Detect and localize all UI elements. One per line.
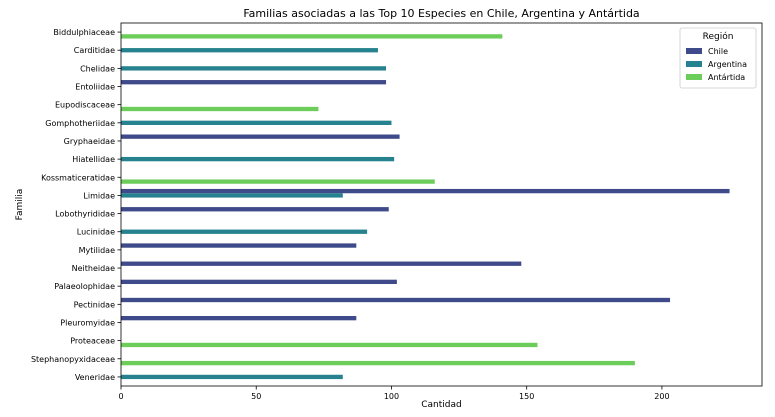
- bar-chile-pleuromyidae: [121, 315, 357, 321]
- y-tick-label: Veneridae: [75, 373, 115, 382]
- bar-antártida-proteaceae: [121, 342, 538, 348]
- y-tick-label: Pectinidae: [74, 300, 115, 309]
- y-tick-label: Eupodiscaceae: [55, 101, 115, 110]
- legend-label-antártida: Antártida: [708, 73, 745, 82]
- y-axis-label: Familia: [15, 189, 25, 221]
- bar-argentina-veneridae: [121, 374, 343, 380]
- bar-argentina-carditidae: [121, 48, 378, 53]
- y-axis: Biddulphiaceae Carditidae Chelidae Entoliid…: [31, 28, 121, 382]
- x-tick-label: 0: [118, 392, 123, 401]
- y-tick-label: Lucinidae: [77, 228, 115, 237]
- bars-group: [121, 34, 730, 380]
- y-tick-label: Chelidae: [80, 64, 115, 73]
- y-tick-label: Pleuromyidae: [60, 318, 115, 327]
- y-tick-label: Proteaceae: [70, 337, 115, 346]
- bar-chile-lobothyrididae: [121, 207, 389, 212]
- y-tick-label: Neitheidae: [72, 264, 115, 273]
- plot-frame: [120, 22, 763, 387]
- y-tick-label: Gryphaeidae: [64, 137, 115, 146]
- x-tick-label: 200: [654, 392, 669, 401]
- bar-antártida-stephanopyxidaceae: [121, 360, 635, 366]
- chart-title: Familias asociadas a las Top 10 Especies…: [243, 7, 639, 20]
- y-tick-label: Biddulphiaceae: [53, 28, 115, 37]
- y-tick-label: Palaeolophidae: [54, 282, 115, 291]
- x-tick-label: 50: [251, 392, 261, 401]
- y-tick-label: Mytilidae: [79, 246, 115, 255]
- x-axis-label: Cantidad: [421, 400, 461, 410]
- x-tick-label: 150: [519, 392, 534, 401]
- bar-chile-limidae: [121, 188, 730, 194]
- legend-box: [679, 27, 757, 89]
- y-tick-label: Kossmaticeratidae: [41, 173, 115, 182]
- y-tick-label: Hiatellidae: [72, 155, 115, 164]
- bar-argentina-chelidae: [121, 66, 387, 71]
- bar-chile-palaeolophidae: [121, 279, 397, 285]
- y-tick-label: Entoliidae: [75, 83, 115, 92]
- bar-argentina-hiatellidae: [121, 156, 395, 162]
- bar-argentina-gomphotheriidae: [121, 120, 392, 125]
- legend: Región Chile Argentina Antártida: [679, 27, 757, 89]
- bar-chile-entoliidae: [121, 80, 387, 85]
- bar-chile-gryphaeidae: [121, 134, 400, 139]
- y-tick-label: Carditidae: [74, 46, 115, 55]
- legend-swatch-antártida: [686, 74, 702, 80]
- legend-swatch-chile: [686, 48, 702, 54]
- y-tick-label: Lobothyrididae: [55, 210, 115, 219]
- bar-argentina-lucinidae: [121, 229, 368, 234]
- legend-swatch-argentina: [686, 61, 702, 67]
- y-tick-label: Stephanopyxidaceae: [31, 355, 115, 364]
- legend-label-chile: Chile: [708, 47, 728, 56]
- y-tick-label: Limidae: [83, 191, 115, 200]
- bar-antártida-biddulphiaceae: [121, 34, 503, 39]
- bar-chile-pectinidae: [121, 297, 671, 303]
- bar-chile-neitheidae: [121, 261, 522, 266]
- bar-antártida-eupodiscaceae: [121, 106, 319, 112]
- legend-title: Región: [703, 31, 734, 42]
- x-axis: 0 50 100 150 200: [118, 386, 670, 401]
- x-tick-label: 100: [384, 392, 399, 401]
- legend-label-argentina: Argentina: [708, 60, 747, 69]
- bar-antártida-kossmaticeratidae: [121, 179, 435, 184]
- y-tick-label: Gomphotheriidae: [45, 119, 115, 128]
- bar-argentina-limidae: [121, 193, 343, 198]
- bar-chile-mytilidae: [121, 243, 357, 248]
